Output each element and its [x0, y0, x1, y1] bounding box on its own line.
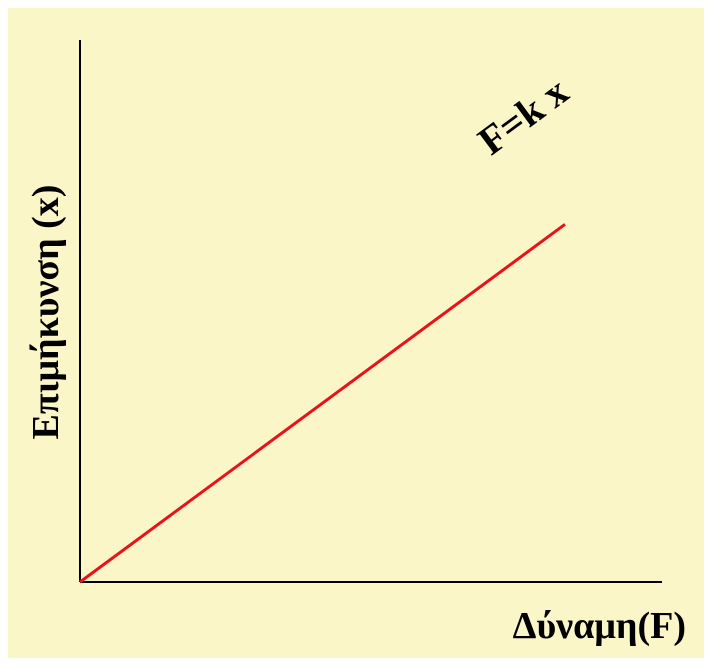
x-axis-label: Δύναμη(F)	[513, 605, 686, 647]
series-layer	[79, 223, 566, 584]
y-axis-label: Επιμήκυνση (x)	[25, 185, 67, 440]
equation-annotation: F=k x	[470, 68, 577, 163]
series-line-0	[79, 223, 566, 584]
